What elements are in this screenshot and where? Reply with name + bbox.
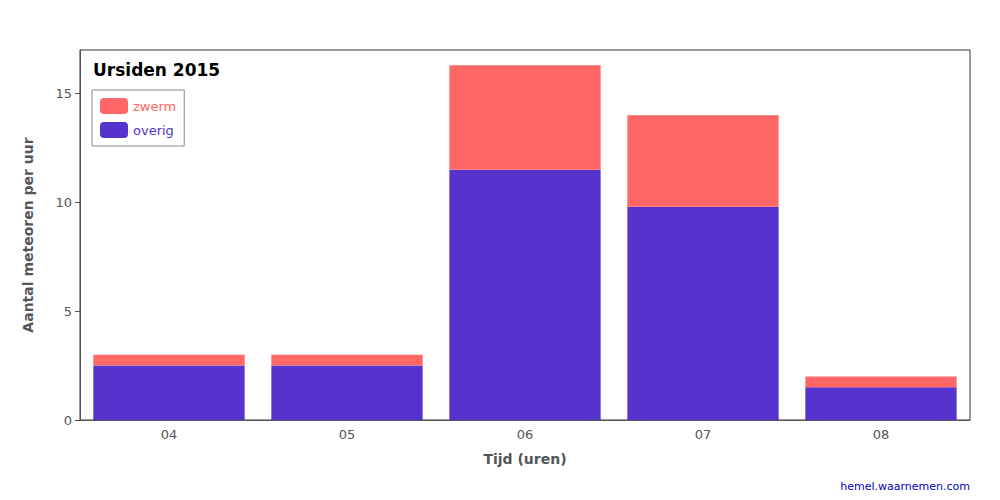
svg-text:08: 08 xyxy=(873,427,890,442)
svg-text:07: 07 xyxy=(695,427,712,442)
svg-text:06: 06 xyxy=(517,427,534,442)
svg-text:hemel.waarnemen.com: hemel.waarnemen.com xyxy=(840,480,970,493)
svg-text:0: 0 xyxy=(64,413,72,428)
svg-text:zwerm: zwerm xyxy=(133,99,176,114)
svg-text:Ursiden 2015: Ursiden 2015 xyxy=(93,60,220,80)
svg-text:5: 5 xyxy=(64,304,72,319)
svg-text:05: 05 xyxy=(339,427,356,442)
svg-text:04: 04 xyxy=(161,427,178,442)
svg-text:Tijd (uren): Tijd (uren) xyxy=(483,451,566,467)
svg-text:overig: overig xyxy=(133,123,174,138)
svg-text:10: 10 xyxy=(55,195,72,210)
svg-text:Aantal meteoren per uur: Aantal meteoren per uur xyxy=(20,137,36,332)
svg-text:15: 15 xyxy=(55,86,72,101)
